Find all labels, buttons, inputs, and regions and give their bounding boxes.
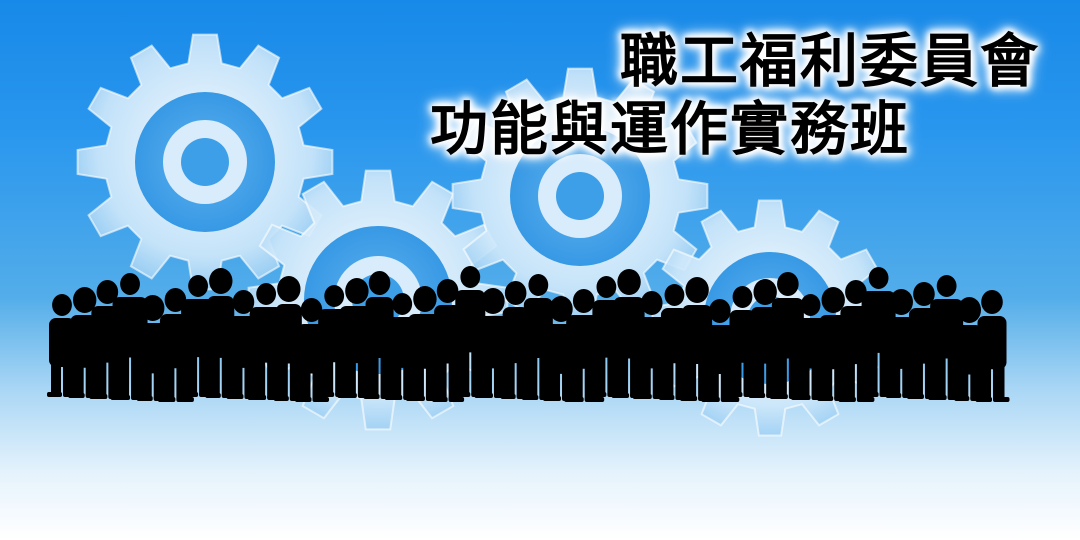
person-silhouette [405,286,445,401]
person-silhouette [179,275,219,397]
person-silhouette [859,267,899,397]
crowd-silhouette [47,266,1010,402]
person-silhouette [363,271,397,399]
person-silhouette [474,288,513,398]
person-silhouette [727,286,759,397]
person-silhouette [885,289,918,398]
person-silhouette [975,290,1010,402]
person-silhouette [273,276,305,401]
person-silhouette [680,277,716,401]
person-silhouette [47,294,78,397]
person-silhouette [432,279,465,402]
gear-icon [76,33,334,291]
person-silhouette [500,281,532,399]
banner-title-line-1: 職工福利委員會 [619,27,1040,95]
person-silhouette [632,291,672,399]
banner-title-line-2: 功能與運作實務班 [430,95,911,163]
gear-icon [451,67,709,325]
